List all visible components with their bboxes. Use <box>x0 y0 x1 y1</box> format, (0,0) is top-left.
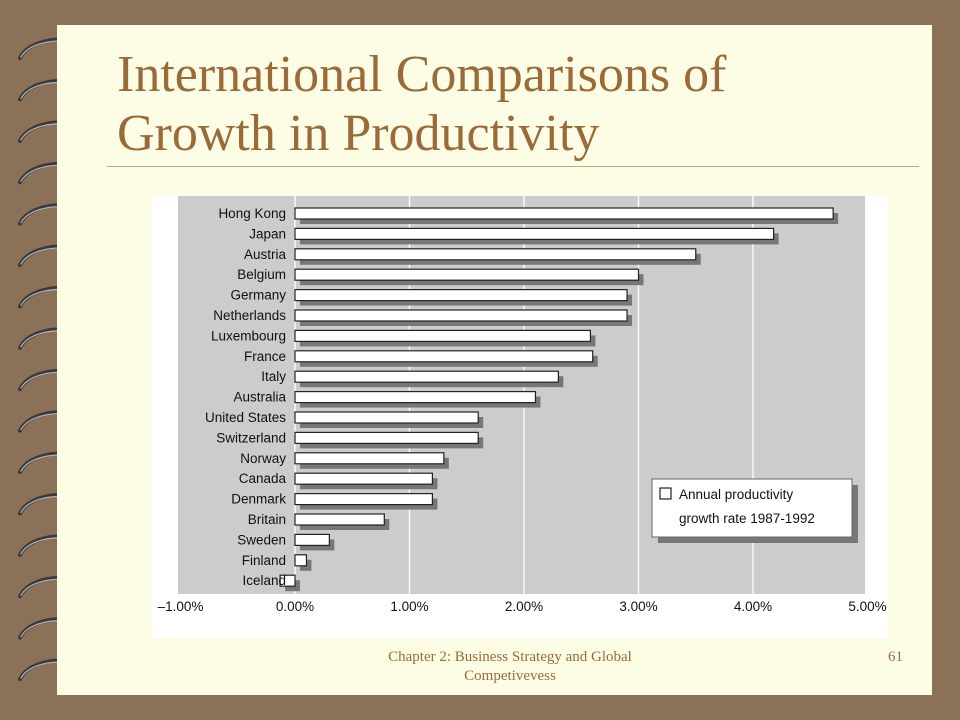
chart-container: Hong Kong Japan Austria Belgium Germany Nethe… <box>152 196 888 638</box>
bar <box>294 227 775 241</box>
bars <box>279 207 839 592</box>
x-tick-label: 0.00% <box>276 599 314 614</box>
bar <box>294 493 433 506</box>
legend-label-line1: Annual productivity <box>679 487 793 502</box>
category-label: Switzerland <box>216 430 286 445</box>
category-label: Germany <box>230 288 286 303</box>
bar <box>294 513 385 526</box>
category-label: Britain <box>248 512 286 527</box>
category-label: Canada <box>239 471 287 486</box>
category-label: Austria <box>244 247 287 262</box>
productivity-bar-chart: Hong Kong Japan Austria Belgium Germany Nethe… <box>158 196 887 614</box>
bar <box>294 350 594 363</box>
category-label: France <box>244 349 286 364</box>
footer-text: Chapter 2: Business Strategy and Global … <box>388 649 632 684</box>
bar <box>294 309 628 322</box>
category-labels: Hong Kong Japan Austria Belgium Germany Nethe… <box>205 206 287 588</box>
category-label: Italy <box>261 369 286 384</box>
bar <box>294 554 308 567</box>
x-tick-label: 1.00% <box>390 599 428 614</box>
x-tick-label: –1.00% <box>158 599 204 614</box>
x-tick-label: 5.00% <box>848 599 886 614</box>
bar <box>294 288 628 302</box>
category-label: Denmark <box>231 492 286 507</box>
legend-label-line2: growth rate 1987-1992 <box>679 511 815 526</box>
category-label: Netherlands <box>213 308 286 323</box>
x-tick-label: 2.00% <box>505 599 543 614</box>
bar <box>294 452 445 465</box>
bar <box>279 574 296 587</box>
page-number: 61 <box>888 649 903 665</box>
category-label: Belgium <box>237 267 286 282</box>
bar <box>294 370 559 383</box>
category-label: Finland <box>242 553 286 568</box>
bar <box>294 431 479 444</box>
bar <box>294 411 479 424</box>
x-tick-label: 4.00% <box>734 599 772 614</box>
category-label: Australia <box>233 390 286 405</box>
bar <box>294 248 697 261</box>
category-label: United States <box>205 410 286 425</box>
title-underline <box>107 166 919 167</box>
legend: Annual productivity growth rate 1987-199… <box>651 478 858 543</box>
slide-title: International Comparisons of Growth in P… <box>117 46 727 162</box>
bar <box>294 472 433 485</box>
legend-swatch <box>659 487 672 500</box>
legend-box <box>651 478 853 538</box>
category-label: Norway <box>240 451 286 466</box>
bar <box>294 533 330 546</box>
x-tick-label: 3.00% <box>619 599 657 614</box>
bar <box>294 207 834 220</box>
bar <box>294 391 537 404</box>
category-label: Iceland <box>242 573 286 588</box>
bar <box>294 268 640 281</box>
category-label: Luxembourg <box>211 328 286 343</box>
x-tick-labels: –1.00% 0.00% 1.00% 2.00% 3.00% 4.00% 5.00% <box>158 599 887 614</box>
category-label: Japan <box>249 226 286 241</box>
category-label: Sweden <box>237 532 286 547</box>
category-label: Hong Kong <box>218 206 286 221</box>
bar <box>294 329 592 342</box>
